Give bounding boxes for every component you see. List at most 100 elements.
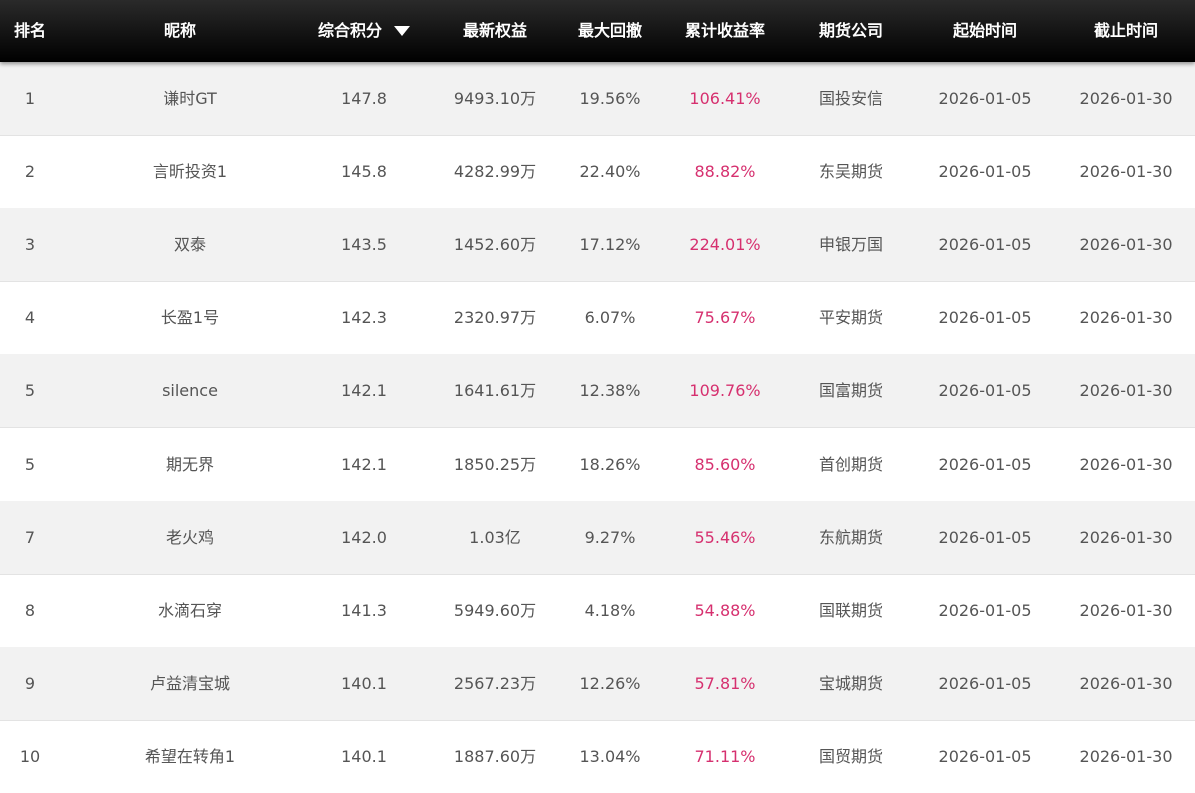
column-header: 最大回撤 bbox=[577, 21, 643, 40]
table-cell: 国投安信 bbox=[818, 89, 884, 108]
table-cell: 5 bbox=[24, 454, 36, 474]
column-header[interactable]: 综合积分 bbox=[317, 21, 383, 40]
table-cell: 2320.97万 bbox=[453, 308, 537, 328]
table-cell: 国富期货 bbox=[818, 381, 884, 401]
table-cell: 1 bbox=[24, 89, 36, 108]
table-cell: 2026-01-05 bbox=[938, 89, 1032, 108]
table-cell: 国联期货 bbox=[818, 600, 884, 620]
table-cell: 2026-01-30 bbox=[1079, 381, 1173, 401]
table-cell: 宝城期货 bbox=[818, 673, 884, 693]
table-cell: 首创期货 bbox=[818, 454, 884, 474]
table-cell: 1850.25万 bbox=[453, 454, 537, 474]
table-cell: 147.8 bbox=[341, 89, 387, 108]
table-cell: 140.1 bbox=[341, 746, 387, 766]
table-cell: 老火鸡 bbox=[165, 527, 215, 547]
table-cell: 143.5 bbox=[341, 235, 387, 255]
table-cell: 希望在转角1 bbox=[144, 746, 236, 766]
table-cell: 2 bbox=[24, 162, 36, 182]
table-cell: 长盈1号 bbox=[160, 308, 220, 328]
table-cell: 142.1 bbox=[341, 381, 387, 401]
table-cell: 4282.99万 bbox=[453, 162, 537, 182]
table-cell: 142.1 bbox=[341, 454, 387, 474]
table-cell: 国贸期货 bbox=[818, 746, 884, 766]
table-cell: 2026-01-30 bbox=[1079, 454, 1173, 474]
table-cell: 2026-01-30 bbox=[1079, 308, 1173, 328]
table-cell: 1641.61万 bbox=[453, 381, 537, 401]
table-cell: 双泰 bbox=[173, 235, 207, 255]
table-cell: 9493.10万 bbox=[453, 89, 537, 108]
table-cell: 85.60% bbox=[694, 454, 756, 474]
table-cell: 142.3 bbox=[341, 308, 387, 328]
table-cell: 言昕投资1 bbox=[152, 162, 228, 182]
table-row: 10 希望在转角1 140.1 1887.60万 13.04% 71.11% 国贸期货 202… bbox=[0, 720, 1195, 793]
table-cell: 12.26% bbox=[579, 673, 641, 693]
table-cell: 2026-01-30 bbox=[1079, 89, 1173, 108]
table-cell: 4 bbox=[24, 308, 36, 328]
table-cell: 2026-01-30 bbox=[1079, 162, 1173, 182]
table-row: 1 谦时GT 147.8 9493.10万 19.56% 106.41% 国投安信 2026-… bbox=[0, 62, 1195, 136]
table-cell: 145.8 bbox=[341, 162, 387, 182]
table-row: 7 老火鸡 142.0 1.03亿 9.27% 55.46% 东航期货 2026-01-05 2… bbox=[0, 500, 1195, 575]
table-cell: 申银万国 bbox=[818, 235, 884, 255]
table-cell: silence bbox=[162, 381, 218, 401]
table-cell: 9 bbox=[24, 673, 36, 693]
table-cell: 2026-01-05 bbox=[938, 527, 1032, 547]
table-row: 3 双泰 143.5 1452.60万 17.12% 224.01% 申银万国 2026-01… bbox=[0, 208, 1195, 283]
table-cell: 5 bbox=[24, 381, 36, 401]
table-cell: 平安期货 bbox=[818, 308, 884, 328]
table-cell: 22.40% bbox=[579, 162, 641, 182]
table-cell: 2026-01-05 bbox=[938, 381, 1032, 401]
column-header: 昵称 bbox=[163, 21, 197, 40]
table-cell: 9.27% bbox=[584, 527, 636, 547]
column-header: 起始时间 bbox=[952, 21, 1018, 40]
table-cell: 109.76% bbox=[689, 381, 761, 401]
table-cell: 2026-01-30 bbox=[1079, 746, 1173, 766]
table-cell: 东航期货 bbox=[818, 527, 884, 547]
table-cell: 19.56% bbox=[579, 89, 641, 108]
table-cell: 2026-01-30 bbox=[1079, 235, 1173, 255]
table-cell: 2026-01-30 bbox=[1079, 527, 1173, 547]
table-cell: 13.04% bbox=[579, 746, 641, 766]
table-row: 5 期无界 142.1 1850.25万 18.26% 85.60% 首创期货 2026-01… bbox=[0, 428, 1195, 502]
table-cell: 4.18% bbox=[584, 600, 636, 620]
table-cell: 谦时GT bbox=[163, 89, 217, 108]
sort-icon[interactable] bbox=[394, 26, 410, 36]
table-cell: 141.3 bbox=[341, 600, 387, 620]
table-cell: 106.41% bbox=[689, 89, 761, 108]
table-cell: 2026-01-30 bbox=[1079, 600, 1173, 620]
table-row: 5 silence 142.1 1641.61万 12.38% 109.76% 国富期货 20… bbox=[0, 354, 1195, 429]
table-cell: 2026-01-05 bbox=[938, 162, 1032, 182]
table-cell: 55.46% bbox=[694, 527, 756, 547]
table-cell: 2026-01-05 bbox=[938, 235, 1032, 255]
table-cell: 8 bbox=[24, 600, 36, 620]
table-cell: 2026-01-05 bbox=[938, 454, 1032, 474]
table-cell: 3 bbox=[24, 235, 36, 255]
table-cell: 5949.60万 bbox=[453, 600, 537, 620]
table-cell: 2026-01-05 bbox=[938, 308, 1032, 328]
column-header: 累计收益率 bbox=[684, 21, 766, 40]
table-cell: 7 bbox=[24, 527, 36, 547]
table-cell: 17.12% bbox=[579, 235, 641, 255]
table-cell: 18.26% bbox=[579, 454, 641, 474]
table-cell: 2026-01-05 bbox=[938, 746, 1032, 766]
table-cell: 140.1 bbox=[341, 673, 387, 693]
table-cell: 10 bbox=[19, 746, 41, 766]
table-cell: 东吴期货 bbox=[818, 162, 884, 182]
table-cell: 6.07% bbox=[584, 308, 636, 328]
table-cell: 57.81% bbox=[694, 673, 756, 693]
table-cell: 71.11% bbox=[694, 746, 756, 766]
table-cell: 142.0 bbox=[341, 527, 387, 547]
table-row: 2 言昕投资1 145.8 4282.99万 22.40% 88.82% 东吴期货 2026-… bbox=[0, 135, 1195, 210]
column-header: 期货公司 bbox=[818, 21, 884, 40]
table-header: 排名 昵称 综合积分 最新权益 最大回撤 累计收益率 期货公司 起始时间 截止时间 bbox=[0, 0, 1195, 62]
table-cell: 2026-01-05 bbox=[938, 673, 1032, 693]
column-header: 排名 bbox=[13, 21, 47, 40]
table-cell: 2026-01-05 bbox=[938, 600, 1032, 620]
table-row: 9 卢益清宝城 140.1 2567.23万 12.26% 57.81% 宝城期货 2026-… bbox=[0, 646, 1195, 721]
table-cell: 2026-01-30 bbox=[1079, 673, 1173, 693]
column-header: 最新权益 bbox=[462, 21, 528, 40]
table-cell: 1452.60万 bbox=[453, 235, 537, 255]
table-cell: 12.38% bbox=[579, 381, 641, 401]
table-row: 8 水滴石穿 141.3 5949.60万 4.18% 54.88% 国联期货 2026-01… bbox=[0, 574, 1195, 648]
